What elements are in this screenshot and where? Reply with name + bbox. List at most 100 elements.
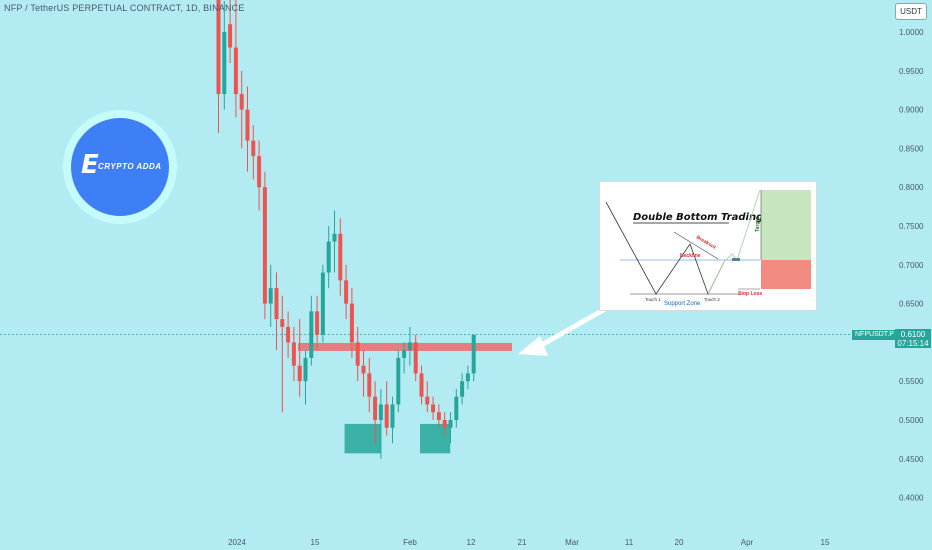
candle-body xyxy=(239,94,244,110)
x-tick-label: Mar xyxy=(565,538,579,547)
candle-body xyxy=(251,140,256,157)
candle-body xyxy=(425,396,430,405)
x-tick-label: 2024 xyxy=(228,538,246,547)
candle xyxy=(465,365,470,389)
y-tick-label: 0.4000 xyxy=(899,494,924,503)
entry-marker xyxy=(732,258,740,261)
candle xyxy=(309,295,314,366)
x-tick-label: 20 xyxy=(675,538,684,547)
candle-body xyxy=(228,24,233,48)
zone-layer xyxy=(298,342,512,454)
breakout-path xyxy=(707,189,761,295)
breakout-label: Breakout xyxy=(695,235,717,251)
candle-body xyxy=(268,288,273,304)
candle-body xyxy=(373,396,378,420)
resistance-zone xyxy=(298,342,512,351)
x-tick-label: 21 xyxy=(518,538,527,547)
candle xyxy=(419,365,424,405)
candle-body xyxy=(274,288,279,320)
candle-body xyxy=(367,373,372,397)
candle-body xyxy=(396,357,401,405)
y-tick-label: 0.7000 xyxy=(899,261,924,270)
candle xyxy=(228,0,233,64)
candle-body xyxy=(286,326,291,343)
brand-logo: E CRYPTO ADDA xyxy=(63,110,177,224)
candle-body xyxy=(471,334,476,374)
chart-title: NFP / TetherUS PERPETUAL CONTRACT, 1D, B… xyxy=(4,3,245,13)
last-price-tag: 0.6100 07:15:14 xyxy=(895,329,931,348)
candle xyxy=(239,70,244,149)
candle xyxy=(303,350,308,405)
y-tick-label: 0.9000 xyxy=(899,106,924,115)
pointer-arrow xyxy=(518,306,607,356)
candle xyxy=(367,357,372,413)
x-tick-label: 15 xyxy=(311,538,320,547)
target-label: Target xyxy=(755,217,761,232)
candle-body xyxy=(402,350,407,358)
candle-body xyxy=(355,342,360,366)
diagram-svg: Double Bottom Trading Neckline Breakout … xyxy=(605,189,811,307)
x-tick-label: Apr xyxy=(741,538,754,547)
candle xyxy=(436,404,441,428)
x-tick-label: 11 xyxy=(625,538,634,547)
candle xyxy=(349,288,354,358)
touch1-label: Touch 1 xyxy=(645,297,661,302)
candle xyxy=(222,0,227,110)
candle-body xyxy=(378,404,383,420)
candle-body xyxy=(303,357,308,382)
symbol-label: NFPUSDT.P xyxy=(852,330,897,340)
arrow-head xyxy=(518,336,548,356)
y-tick-label: 0.7500 xyxy=(899,222,924,231)
logo-text: CRYPTO ADDA xyxy=(98,162,162,171)
double-bottom-diagram: Double Bottom Trading Neckline Breakout … xyxy=(599,181,817,311)
logo-emblem-icon: E xyxy=(81,150,99,180)
candle xyxy=(216,0,221,133)
y-tick-label: 0.5000 xyxy=(899,416,924,425)
candle xyxy=(454,388,459,428)
candles-layer xyxy=(216,0,476,459)
candle xyxy=(442,412,447,436)
candle-body xyxy=(262,187,267,304)
candle xyxy=(355,326,360,382)
x-tick-label: 15 xyxy=(821,538,830,547)
candle xyxy=(332,210,337,273)
candle-body xyxy=(431,404,436,413)
candle-body xyxy=(419,373,424,397)
candle xyxy=(390,396,395,444)
candle-body xyxy=(384,404,389,428)
candle-body xyxy=(442,420,447,428)
candle-body xyxy=(315,311,320,335)
bar-countdown: 07:15:14 xyxy=(897,339,929,348)
logo-badge: E CRYPTO ADDA xyxy=(71,118,169,216)
candle-body xyxy=(233,47,238,95)
candle xyxy=(326,226,331,289)
candle-body xyxy=(436,412,441,420)
candle xyxy=(361,350,366,397)
candle xyxy=(286,311,291,358)
candle-body xyxy=(326,241,331,273)
candle xyxy=(378,388,383,459)
y-tick-label: 1.0000 xyxy=(899,28,924,37)
x-axis: 2024 15 Feb 12 21 Mar 11 20 Apr 15 xyxy=(228,538,830,547)
y-tick-label: 0.4500 xyxy=(899,455,924,464)
y-tick-label: 0.5500 xyxy=(899,377,924,386)
currency-button[interactable]: USDT xyxy=(895,3,927,20)
candle xyxy=(268,264,273,327)
candle-body xyxy=(320,272,325,335)
candle-body xyxy=(460,381,465,397)
candle-body xyxy=(349,303,354,343)
arrow-shaft xyxy=(536,306,607,350)
candle-body xyxy=(361,365,366,374)
candle-body xyxy=(332,233,337,242)
target-box xyxy=(761,190,811,260)
candle xyxy=(431,396,436,420)
candle-body xyxy=(407,342,412,351)
candle xyxy=(274,272,279,351)
stop-box xyxy=(761,260,811,289)
candle xyxy=(233,0,238,118)
candle xyxy=(384,381,389,436)
x-tick-label: Feb xyxy=(403,538,417,547)
y-tick-label: 0.6500 xyxy=(899,300,924,309)
y-axis: 1.0000 0.9500 0.9000 0.8500 0.8000 0.7500 0.70… xyxy=(893,0,932,550)
